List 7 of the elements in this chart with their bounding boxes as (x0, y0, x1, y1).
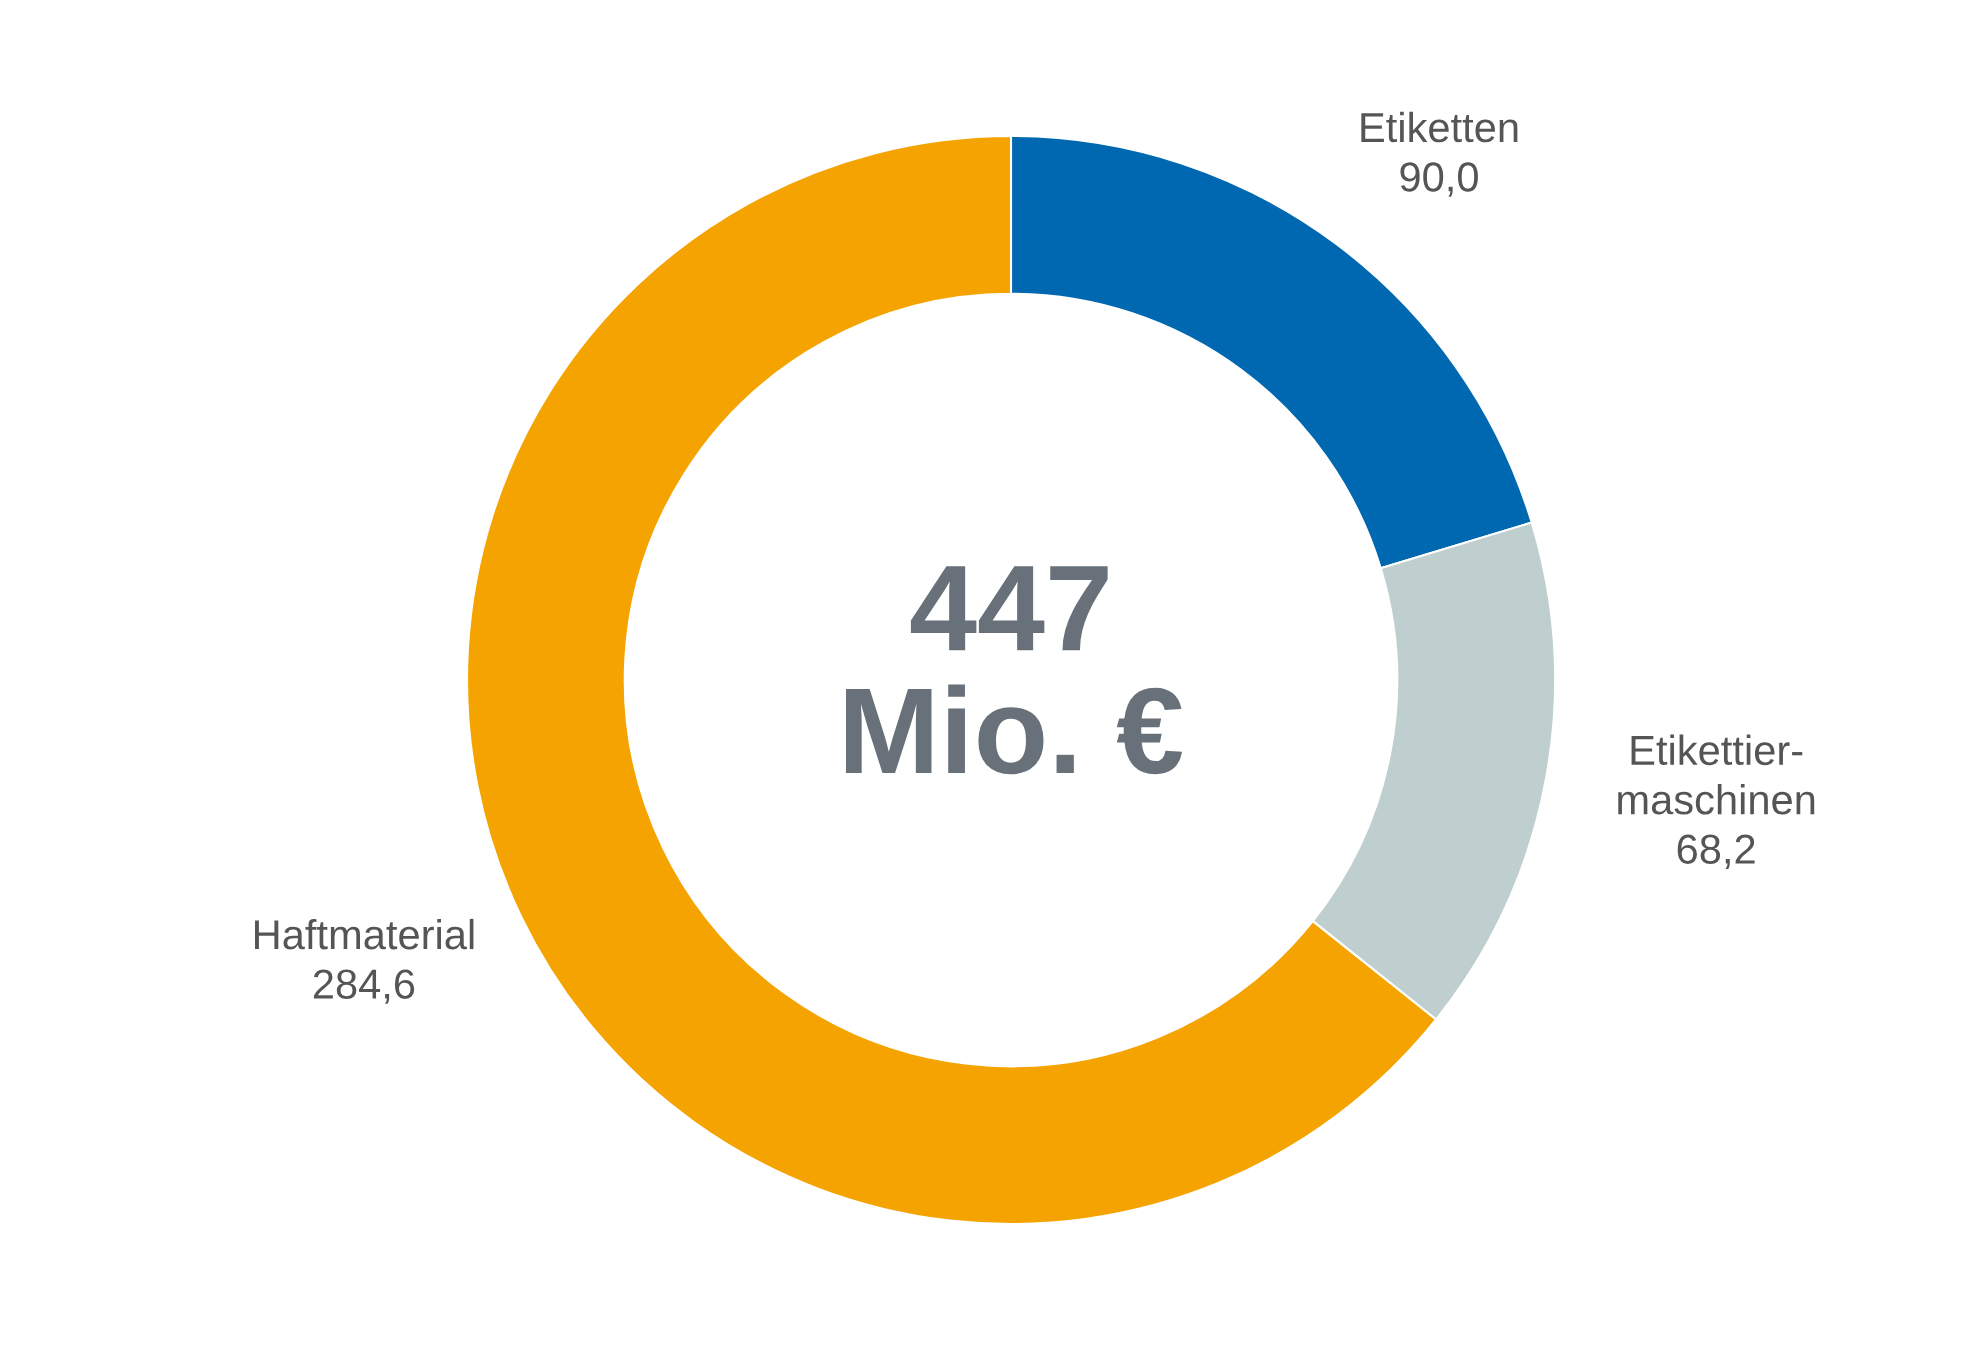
slice-label: Etikettier- maschinen (1618, 734, 1815, 815)
text: 447 Mio. € (846, 566, 1183, 775)
data-label: 284,6 (313, 969, 415, 1004)
slice-label: Haftmaterial (255, 918, 474, 950)
data-label: 68,2 (1677, 834, 1755, 869)
data-label: 90,0 (1400, 162, 1478, 197)
slice-label: Etiketten (1361, 111, 1518, 143)
